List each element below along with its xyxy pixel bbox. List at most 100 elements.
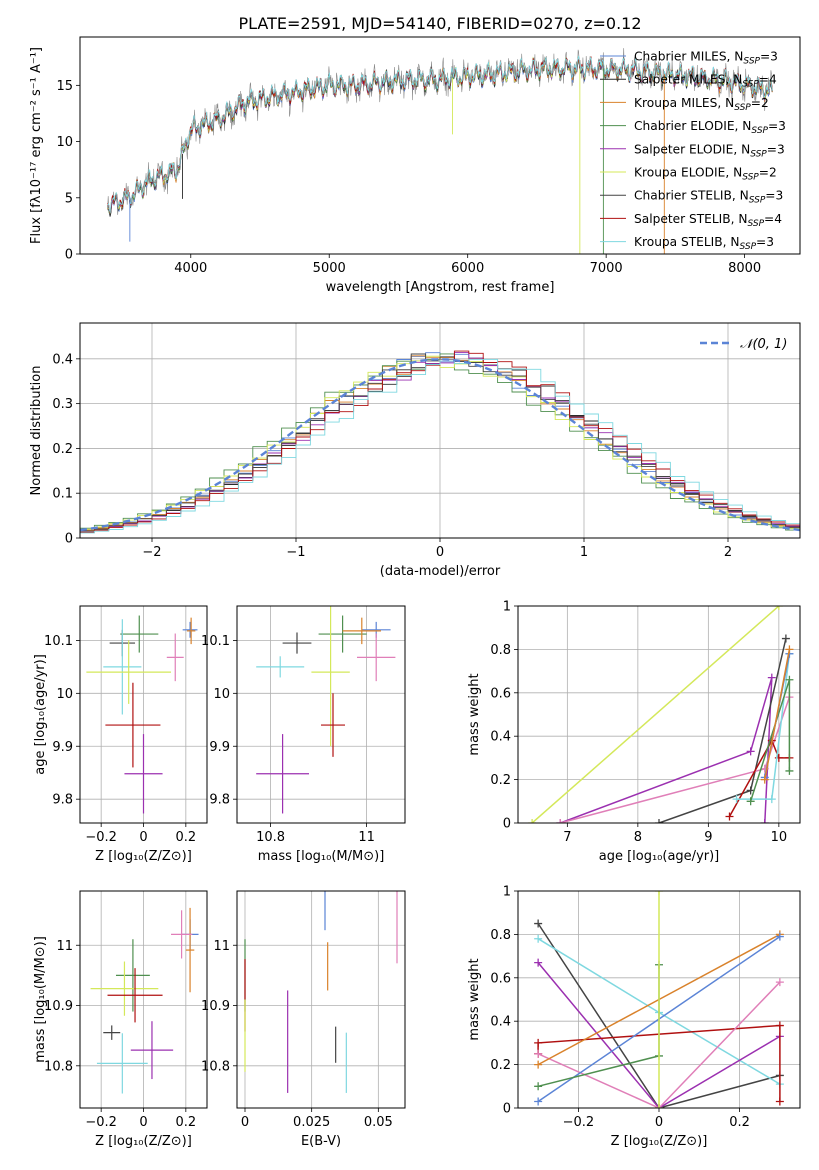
weight-marker (534, 1082, 543, 1091)
x-tick-label: 2 (724, 545, 732, 560)
x-tick-label: 0 (436, 545, 444, 560)
y-tick-label: 0.6 (490, 971, 511, 986)
weight-marker (775, 932, 784, 941)
axes-frame (517, 605, 801, 824)
y-tick-label: 0.4 (490, 730, 511, 745)
x-tick-label: 0.05 (364, 1115, 393, 1130)
weight-marker (785, 766, 794, 775)
x-tick-label: 0.2 (175, 830, 196, 845)
y-axis-label: mass weight (467, 673, 482, 755)
x-tick-label: −0.2 (85, 1115, 117, 1130)
panel-7: 0 0.025 0.05 10.8 10.9 11 E(B-V) (201, 890, 406, 1149)
legend-label: Salpeter STELIB, NSSP=4 (634, 212, 782, 229)
weight-line-pink (537, 981, 781, 1108)
weight-marker (534, 919, 543, 928)
y-tick-label: 0.2 (52, 442, 73, 457)
y-tick-label: 5 (65, 191, 73, 206)
x-tick-label: −1 (286, 545, 305, 560)
weight-marker (775, 1021, 784, 1030)
figure-title: PLATE=2591, MJD=54140, FIBERID=0270, z=0… (238, 14, 641, 33)
weight-marker (785, 675, 794, 684)
x-tick-label: −0.2 (563, 1115, 595, 1130)
y-tick-label: 9.8 (209, 793, 230, 808)
weight-marker (655, 819, 663, 823)
y-tick-label: 10.9 (201, 999, 230, 1014)
x-axis-label: Z [log₁₀(Z/Z⊙)] (611, 1134, 708, 1149)
y-tick-label: 10.1 (44, 634, 73, 649)
weight-marker (760, 775, 769, 784)
y-axis-label: Normed distribution (29, 366, 44, 496)
x-tick-label: 0 (655, 1115, 663, 1130)
y-tick-label: 10 (56, 135, 73, 150)
y-tick-label: 10 (213, 687, 230, 702)
weight-marker (528, 819, 537, 823)
y-tick-label: 11 (213, 939, 230, 954)
x-tick-label: 8000 (728, 261, 761, 276)
x-axis-label: age [log₁₀(age/yr)] (599, 849, 720, 864)
x-axis-label: Z [log₁₀(Z/Z⊙)] (95, 1134, 192, 1149)
axes-frame (236, 605, 406, 824)
y-tick-label: 1 (503, 885, 511, 900)
model-spectrum-kroupa_stelib (107, 55, 773, 214)
x-tick-label: 0 (139, 830, 147, 845)
x-axis-label: Z [log₁₀(Z/Z⊙)] (95, 849, 192, 864)
y-tick-label: 0 (503, 1102, 511, 1117)
legend-label: Chabrier STELIB, NSSP=3 (634, 189, 783, 206)
weight-line-chabrier_stelib (537, 923, 781, 1108)
weight-line-kroupa_miles (764, 649, 791, 780)
x-tick-label: 5000 (313, 261, 346, 276)
y-tick-label: 15 (56, 79, 73, 94)
x-tick-label: 11 (358, 830, 375, 845)
plot-content (86, 615, 198, 814)
y-tick-label: 10.8 (44, 1059, 73, 1074)
y-tick-label: 0.1 (52, 487, 73, 502)
weight-marker (534, 1038, 543, 1047)
panel-4: 10.8 11 9.8 9.9 10 10.1 mass [log₁₀(M/M⊙)] (201, 605, 406, 864)
y-axis-label: mass weight (467, 958, 482, 1040)
x-tick-label: 8 (634, 830, 642, 845)
legend-label: Kroupa STELIB, NSSP=3 (634, 235, 774, 252)
plot-content (90, 907, 199, 1094)
x-tick-label: −2 (142, 545, 161, 560)
y-tick-label: 0.2 (490, 1058, 511, 1073)
x-tick-label: 0.2 (175, 1115, 196, 1130)
axes-frame (79, 36, 801, 255)
x-tick-label: 10.8 (256, 830, 285, 845)
y-tick-label: 9.9 (209, 740, 230, 755)
x-tick-label: 7000 (590, 261, 623, 276)
plot-content (80, 350, 800, 535)
x-tick-label: 0 (139, 1115, 147, 1130)
weight-marker (725, 812, 734, 821)
plot-background (237, 891, 405, 1108)
weight-marker (732, 795, 741, 804)
x-tick-label: 6000 (451, 261, 484, 276)
weight-marker (781, 634, 790, 643)
x-tick-label: 1 (580, 545, 588, 560)
weight-marker (746, 797, 755, 806)
legend-label: Kroupa ELODIE, NSSP=2 (634, 166, 777, 183)
plot-background (518, 606, 800, 823)
panel-3: −0.2 0 0.2 9.8 9.9 10 10.1 Z [log₁₀(Z/Z⊙)] age [… (33, 605, 208, 864)
gaussian-curve (80, 358, 800, 532)
x-axis-label: E(B-V) (301, 1134, 341, 1149)
weight-line-salpeter_stelib (728, 738, 790, 817)
legend: Chabrier MILES, NSSP=3 Salpeter MILES, NS… (600, 50, 786, 252)
weight-marker (655, 1104, 663, 1108)
legend-label: Chabrier ELODIE, NSSP=3 (634, 119, 786, 136)
panel-2: −2 −1 0 1 2 0 0.1 0.2 0.3 0.4 (data-model)/error No… (29, 322, 801, 579)
y-tick-label: 10.1 (201, 634, 230, 649)
weight-marker (534, 1097, 543, 1106)
weight-marker (767, 673, 776, 682)
weight-marker (534, 958, 543, 967)
panel-5: 7 8 9 10 0 0.2 0.4 0.6 0.8 1 age [log₁₀(age/yr)] ma… (467, 600, 801, 864)
plot-content (107, 48, 773, 254)
weight-marker (534, 934, 543, 943)
y-tick-label: 1 (503, 600, 511, 615)
weight-line-salpeter_elodie (560, 677, 773, 823)
y-tick-label: 0.4 (52, 352, 73, 367)
plot-content (534, 891, 784, 1108)
legend: 𝒩(0, 1) (700, 337, 787, 352)
weight-line-salpeter_elodie (537, 962, 781, 1108)
x-axis-label: (data-model)/error (380, 564, 501, 579)
weight-line-kroupa_elodie (531, 606, 780, 823)
